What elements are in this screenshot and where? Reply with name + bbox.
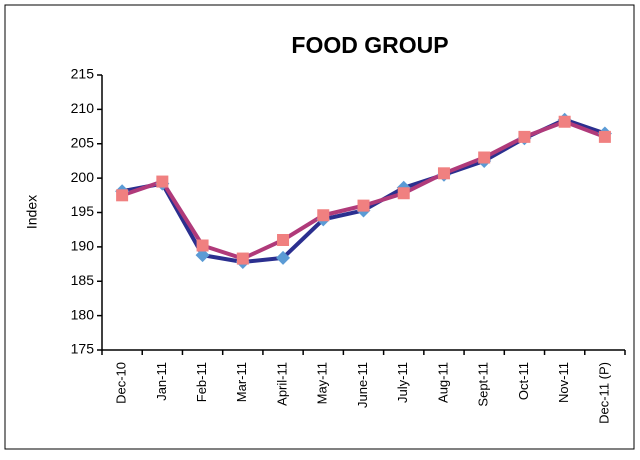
marker (397, 187, 410, 200)
x-tick-label: April-11 (274, 362, 289, 406)
marker (518, 130, 531, 143)
x-tick-label: Aug-11 (435, 362, 450, 403)
marker (277, 234, 290, 246)
x-tick-label: Nov-11 (556, 362, 571, 403)
x-tick-label: Jan-11 (154, 362, 169, 401)
x-tick-label: Sept-11 (476, 362, 491, 407)
x-tick-label: June-11 (355, 362, 370, 408)
y-tick-label: 195 (71, 203, 95, 219)
x-tick-label: Oct-11 (516, 362, 531, 400)
y-tick-label: 190 (71, 238, 95, 254)
marker (357, 199, 370, 212)
x-tick-label: Dec-11 (P) (596, 362, 611, 424)
chart-frame (4, 4, 635, 450)
y-tick-label: 205 (71, 134, 95, 150)
marker (116, 189, 129, 202)
y-tick-label: 175 (71, 341, 95, 357)
y-tick-label: 210 (71, 100, 95, 116)
x-tick-label: July-11 (395, 362, 410, 403)
chart-title: FOOD GROUP (291, 32, 448, 58)
marker (317, 209, 330, 222)
marker (478, 151, 491, 164)
marker (195, 248, 210, 263)
y-tick-label: 200 (71, 169, 95, 185)
marker (156, 175, 169, 188)
x-tick-label: Dec-10 (114, 362, 129, 404)
marker (196, 239, 209, 252)
y-axis-label: Index (24, 195, 40, 229)
marker (236, 252, 249, 265)
marker (558, 115, 571, 128)
marker (276, 250, 291, 265)
y-tick-label: 215 (71, 66, 95, 82)
marker (437, 167, 450, 180)
marker (598, 130, 611, 143)
y-tick-label: 180 (71, 306, 95, 322)
x-tick-label: Feb-11 (194, 362, 209, 402)
x-tick-label: Mar-11 (234, 362, 249, 402)
y-tick-label: 185 (71, 272, 95, 288)
x-tick-label: May-11 (315, 362, 330, 404)
